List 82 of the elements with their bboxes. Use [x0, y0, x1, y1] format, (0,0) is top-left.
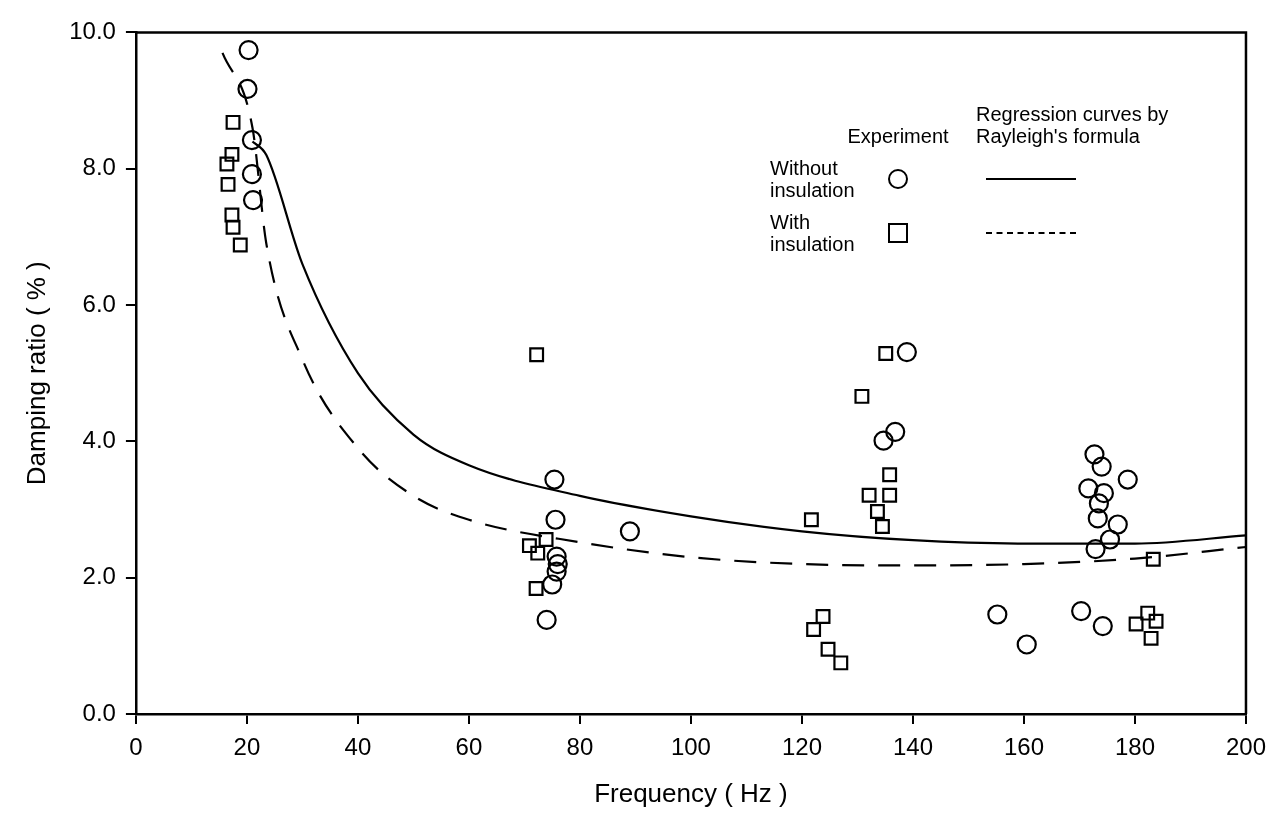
y-tick-label: 8.0 [82, 153, 116, 181]
y-tick-label: 4.0 [82, 425, 116, 453]
point [542, 574, 563, 595]
point [546, 546, 567, 567]
point [1071, 600, 1092, 622]
x-tick-label: 200 [1225, 733, 1266, 761]
x-tick-label: 40 [344, 733, 372, 761]
point [1088, 493, 1109, 514]
annotation: Regression curves by Rayleigh's formula [976, 103, 1170, 147]
point [878, 345, 894, 361]
point [536, 609, 557, 631]
point [1107, 514, 1128, 535]
point [538, 532, 554, 547]
point [882, 487, 898, 503]
y-tick-label: 6.0 [82, 289, 116, 317]
point [238, 40, 259, 61]
point [896, 341, 917, 363]
x-tick-label: 100 [670, 733, 711, 761]
annotation: Experiment [847, 125, 949, 147]
point [545, 509, 566, 530]
point [803, 512, 819, 528]
x-tick-label: 120 [781, 733, 822, 761]
point [225, 114, 241, 130]
point [806, 622, 822, 637]
point [224, 146, 240, 162]
point [1087, 508, 1108, 529]
point [242, 189, 264, 211]
point [521, 538, 537, 554]
point [1084, 444, 1105, 465]
x-axis-title: Frequency ( Hz ) [594, 777, 788, 808]
legend-label: With insulation [770, 211, 856, 255]
point [528, 581, 544, 597]
point [1091, 456, 1112, 477]
point [1078, 478, 1099, 499]
point [833, 655, 849, 671]
x-tick-label: 140 [892, 733, 933, 761]
point [1016, 634, 1037, 655]
point [1092, 615, 1113, 637]
x-tick-label: 20 [233, 733, 261, 761]
point [1093, 483, 1114, 504]
point [237, 78, 258, 100]
point [232, 237, 248, 253]
point [224, 207, 240, 223]
x-tick-label: 80 [566, 733, 594, 761]
point [219, 156, 235, 172]
point [885, 421, 906, 442]
y-tick-label: 0.0 [82, 698, 116, 726]
point [874, 519, 890, 535]
point [820, 641, 836, 657]
point [869, 504, 885, 520]
point [546, 561, 567, 582]
point [1128, 616, 1144, 632]
point [241, 164, 263, 185]
point [547, 553, 568, 575]
point [861, 487, 877, 503]
point [1117, 469, 1138, 490]
point [873, 430, 894, 451]
point [225, 219, 241, 235]
y-tick-label: 2.0 [82, 562, 116, 590]
y-tick-label: 10.0 [69, 17, 116, 45]
point [854, 388, 870, 404]
legend-label: Without insulation [770, 157, 856, 201]
point [241, 129, 263, 151]
point [619, 521, 640, 542]
point [815, 609, 831, 624]
point [1145, 551, 1161, 567]
x-tick-label: 180 [1114, 733, 1155, 761]
point [529, 347, 545, 363]
point [1148, 613, 1164, 629]
point [882, 467, 898, 483]
x-tick-label: 60 [455, 733, 483, 761]
x-tick-label: 160 [1003, 733, 1044, 761]
point [1099, 529, 1121, 550]
point [220, 176, 236, 192]
point [987, 604, 1008, 625]
point [530, 545, 546, 561]
point [544, 469, 565, 490]
y-axis-title: Damping ratio ( % ) [20, 261, 51, 486]
point [1140, 605, 1156, 621]
point [1085, 538, 1106, 560]
x-tick-label: 0 [129, 733, 143, 761]
point [1143, 630, 1159, 646]
